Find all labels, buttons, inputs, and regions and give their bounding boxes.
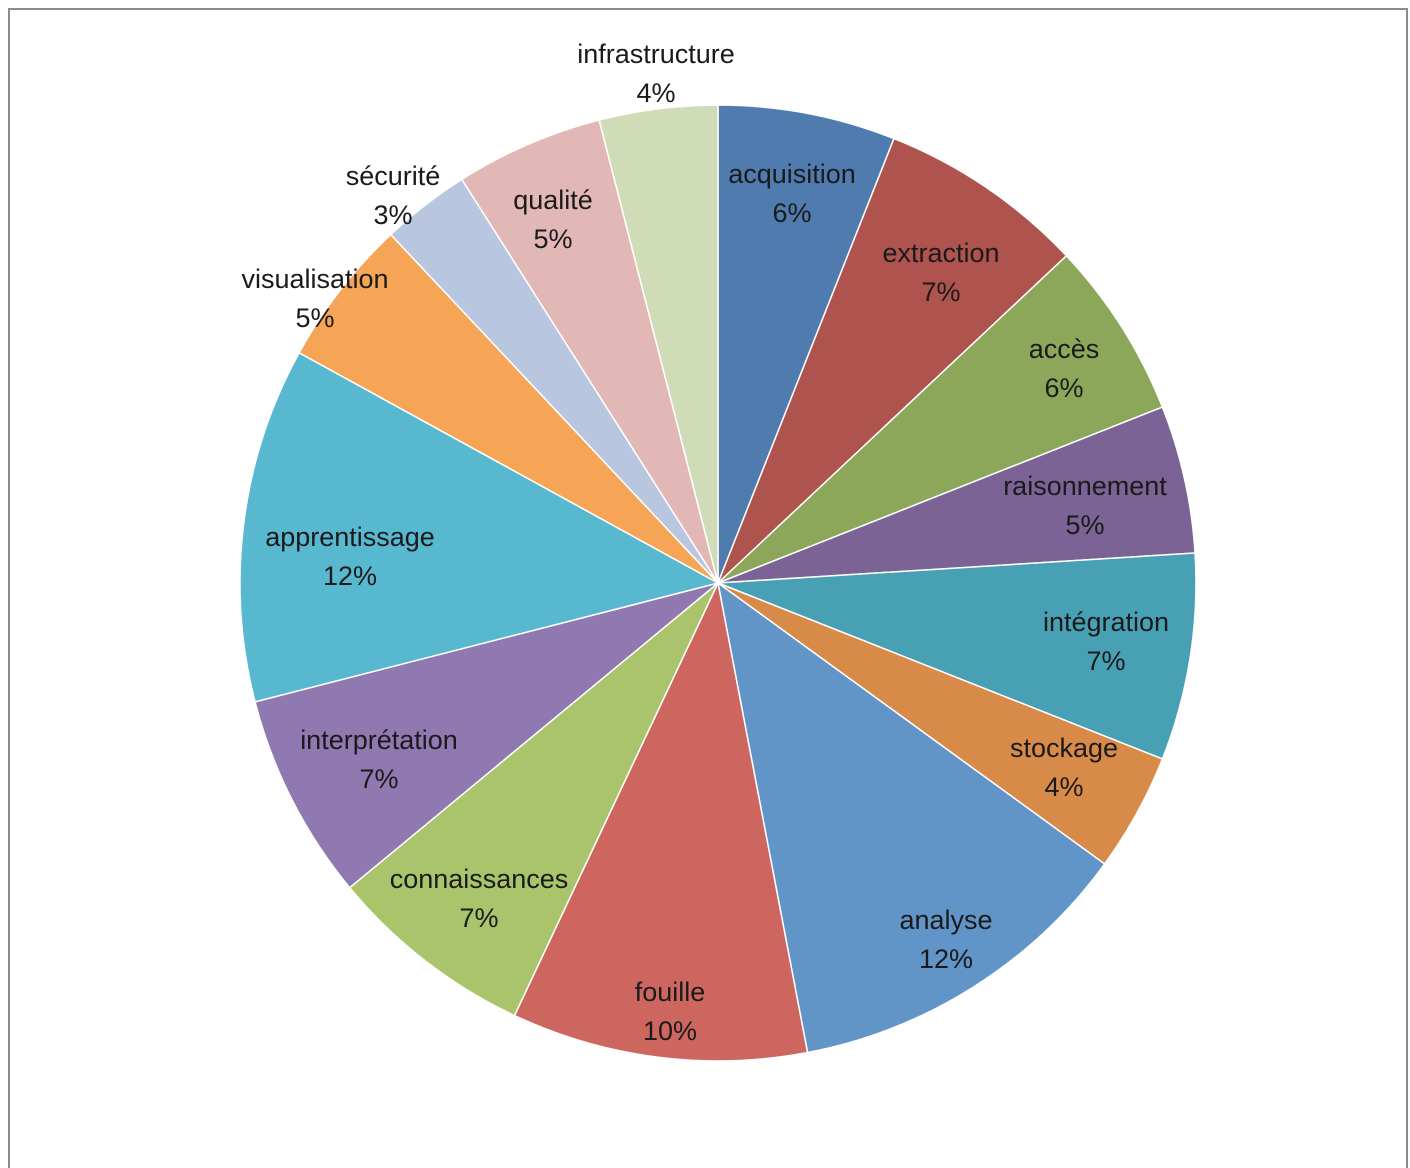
slice-percent-label: 10%: [643, 1016, 697, 1046]
slice-percent-label: 5%: [295, 303, 334, 333]
slice-category-label: raisonnement: [1003, 471, 1167, 501]
pie-slice-analyse: [717, 582, 1106, 1054]
slice-label-group-infrastructure: infrastructure 4%: [577, 39, 735, 108]
slice-percent-label: 12%: [919, 944, 973, 974]
slice-label-group-apprentissage: apprentissage 12%: [265, 522, 435, 591]
slice-percent-label: 5%: [533, 224, 572, 254]
slice-percent-label: 3%: [373, 200, 412, 230]
slice-label-group-analyse: analyse 12%: [899, 905, 992, 974]
slice-label-group-accès: accès 6%: [1029, 334, 1100, 403]
slice-percent-label: 7%: [459, 903, 498, 933]
slice-label-group-fouille: fouille 10%: [635, 977, 706, 1046]
pie-slice-interprétation: [254, 582, 719, 889]
slice-category-label: sécurité: [346, 161, 441, 191]
slice-category-label: infrastructure: [577, 39, 735, 69]
pie-slice-acquisition: [717, 104, 895, 584]
slice-category-label: stockage: [1010, 733, 1118, 763]
slice-category-label: visualisation: [241, 264, 388, 294]
slice-category-label: analyse: [899, 905, 992, 935]
slice-label-group-qualité: qualité 5%: [513, 185, 593, 254]
slice-percent-label: 7%: [921, 277, 960, 307]
slice-category-label: connaissances: [390, 864, 569, 894]
pie-slice-extraction: [717, 137, 1068, 584]
pie-slice-qualité: [461, 119, 719, 584]
chart-frame: [8, 8, 1408, 1168]
slice-percent-label: 12%: [323, 561, 377, 591]
pie-slice-connaissances: [348, 582, 719, 1017]
slice-label-group-sécurité: sécurité 3%: [346, 161, 441, 230]
pie-slice-fouille: [513, 582, 809, 1062]
slice-percent-label: 4%: [636, 78, 675, 108]
slice-category-label: interprétation: [300, 725, 458, 755]
pie-slice-raisonnement: [717, 406, 1196, 584]
slice-label-group-intégration: intégration 7%: [1043, 607, 1169, 676]
slice-label-group-raisonnement: raisonnement 5%: [1003, 471, 1167, 540]
pie-slices: [239, 104, 1197, 1062]
slice-label-group-connaissances: connaissances 7%: [390, 864, 569, 933]
slice-label-group-extraction: extraction 7%: [882, 238, 999, 307]
slice-category-label: extraction: [882, 238, 999, 268]
slice-label-group-acquisition: acquisition 6%: [728, 159, 856, 228]
pie-labels: acquisition 6% extraction 7% accès 6% raisonne…: [241, 39, 1169, 1046]
pie-slice-intégration: [717, 552, 1197, 760]
slice-category-label: qualité: [513, 185, 593, 215]
pie-slice-visualisation: [298, 233, 719, 584]
slice-category-label: intégration: [1043, 607, 1169, 637]
slice-percent-label: 7%: [359, 764, 398, 794]
slice-percent-label: 7%: [1086, 646, 1125, 676]
slice-percent-label: 6%: [1044, 373, 1083, 403]
pie-slice-accès: [717, 255, 1164, 584]
slice-percent-label: 4%: [1044, 772, 1083, 802]
pie-slice-apprentissage: [239, 351, 719, 703]
slice-label-group-interprétation: interprétation 7%: [300, 725, 458, 794]
slice-label-group-visualisation: visualisation 5%: [241, 264, 388, 333]
pie-slice-infrastructure: [598, 104, 719, 584]
slice-category-label: fouille: [635, 977, 706, 1007]
slice-percent-label: 5%: [1065, 510, 1104, 540]
slice-category-label: acquisition: [728, 159, 856, 189]
slice-category-label: accès: [1029, 334, 1100, 364]
slice-label-group-stockage: stockage 4%: [1010, 733, 1118, 802]
slice-category-label: apprentissage: [265, 522, 435, 552]
slice-percent-label: 6%: [772, 198, 811, 228]
